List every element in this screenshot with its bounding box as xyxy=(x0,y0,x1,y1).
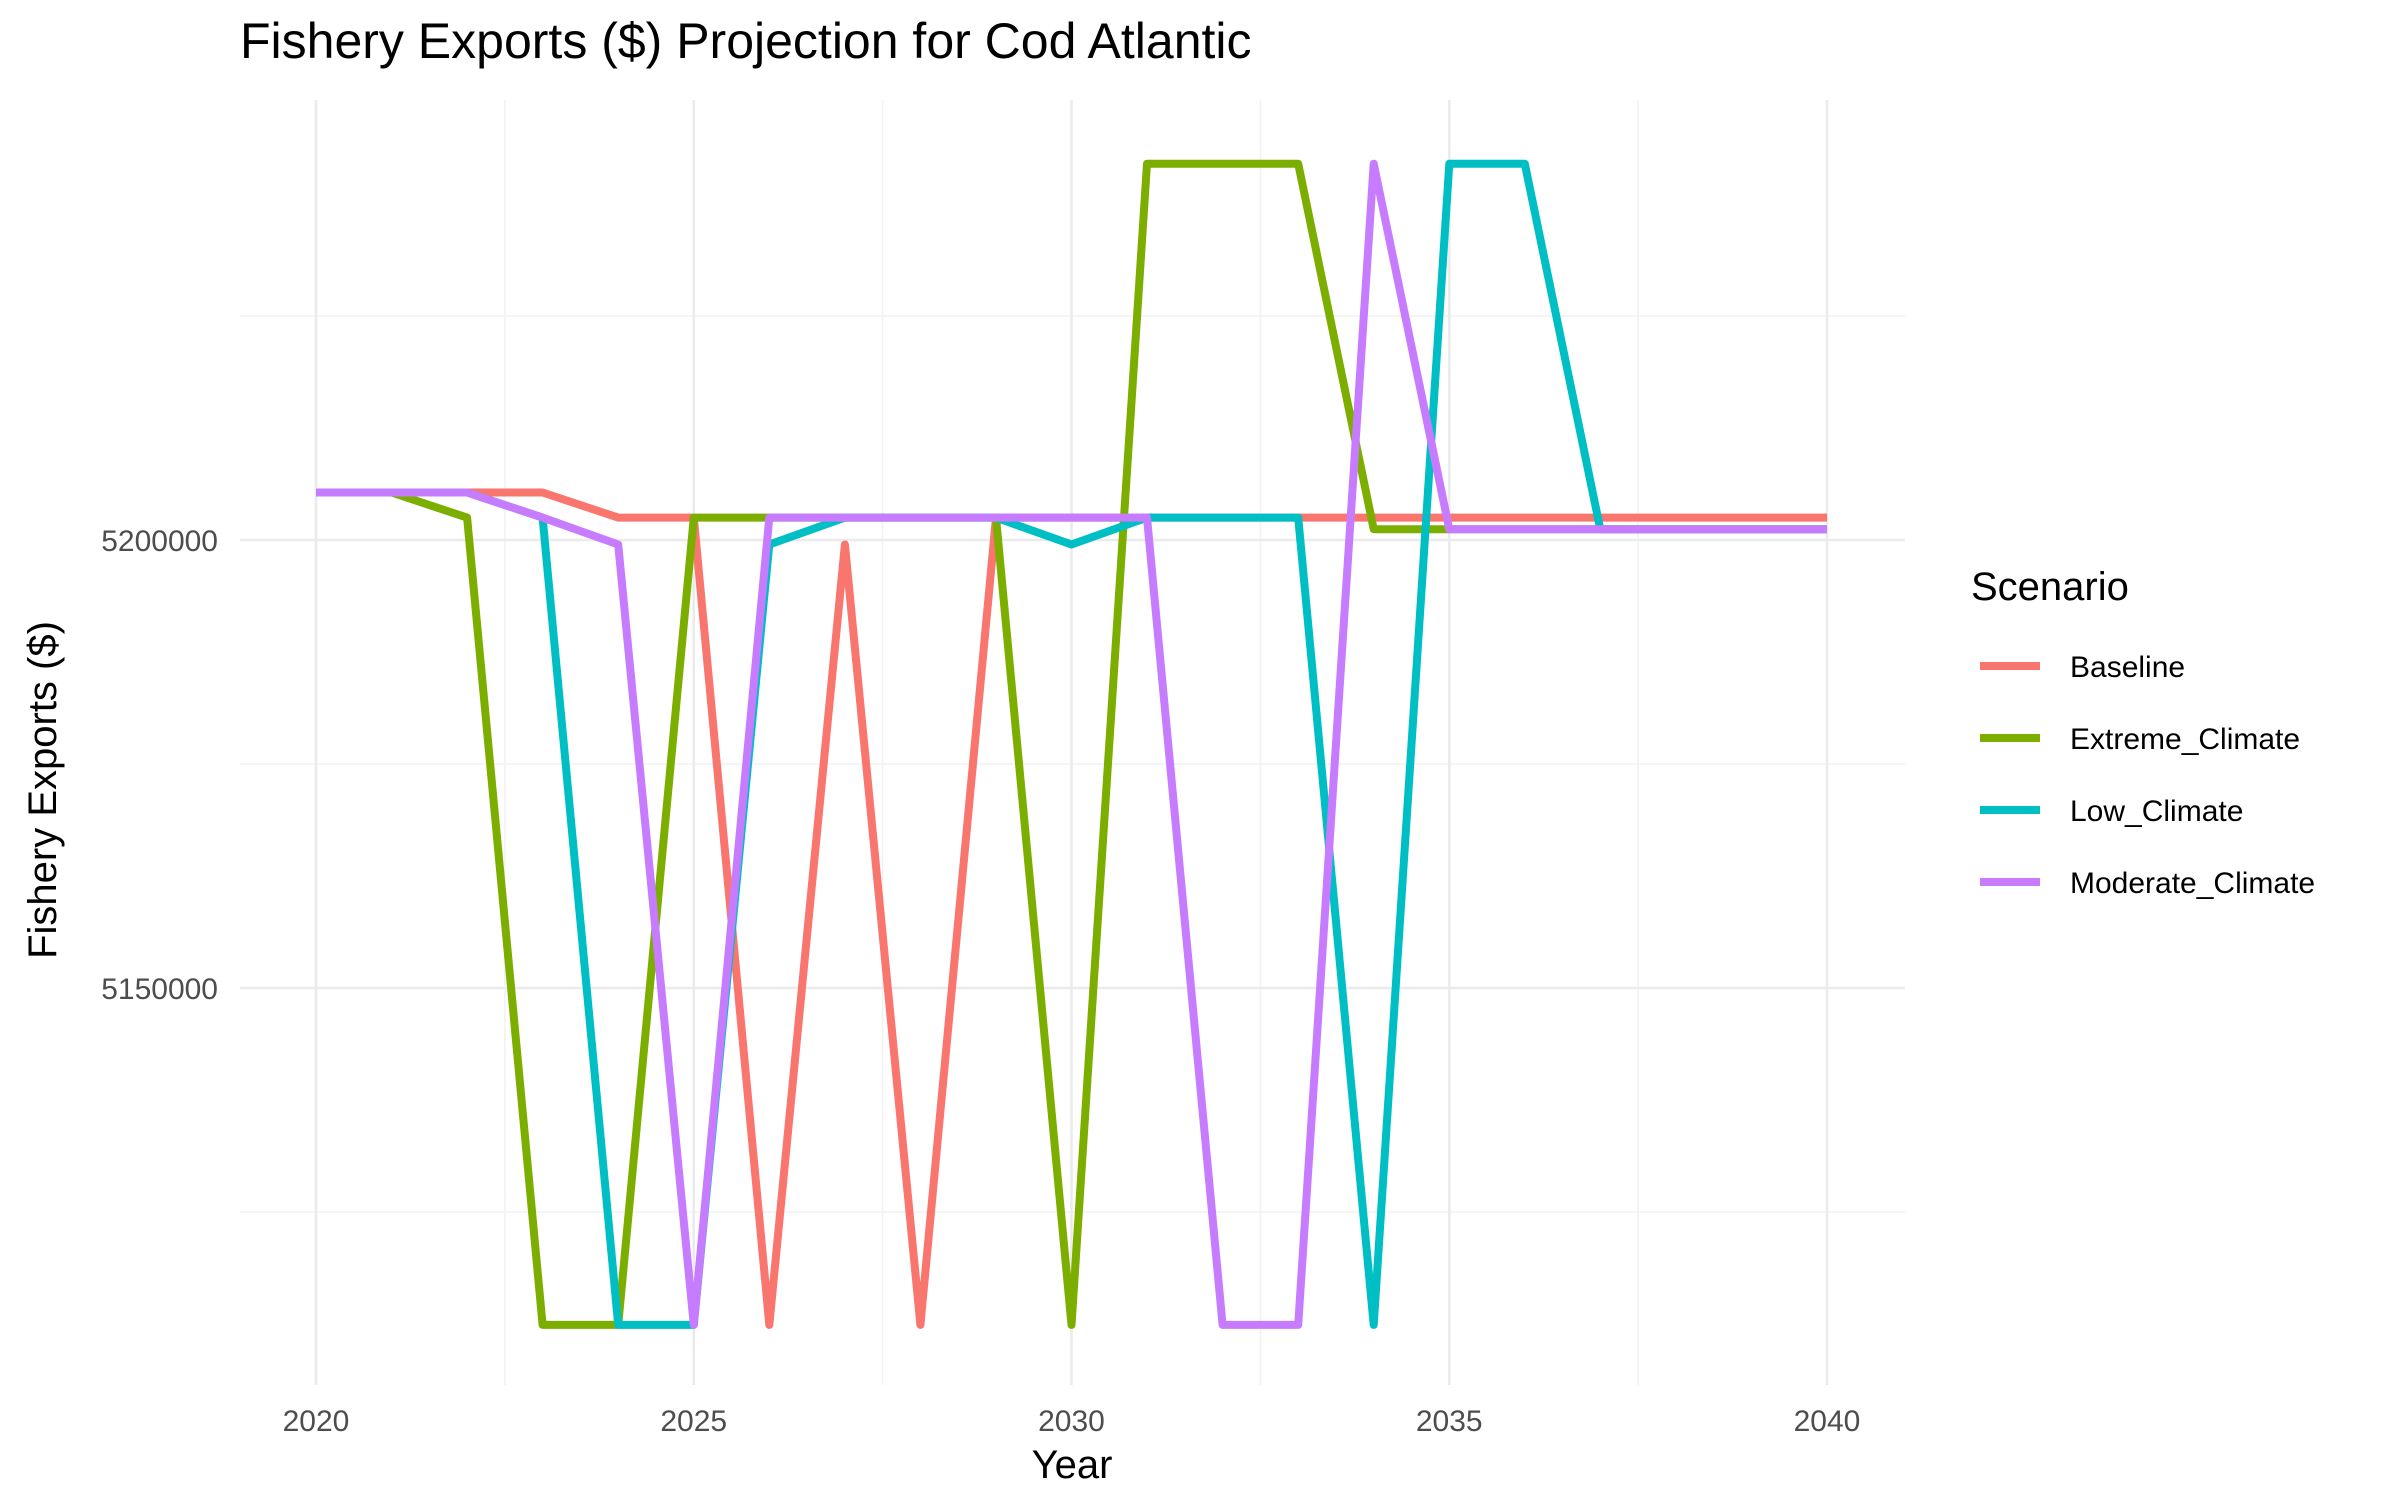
legend-item-moderate-climate: Moderate_Climate xyxy=(1980,867,2315,900)
legend-label-moderate-climate: Moderate_Climate xyxy=(2070,867,2315,900)
series-lines xyxy=(316,159,1827,1329)
x-tick-label: 2025 xyxy=(660,1405,727,1438)
legend-title: Scenario xyxy=(1971,565,2129,609)
legend-item-low-climate: Low_Climate xyxy=(1980,795,2243,828)
legend-label-baseline: Baseline xyxy=(2070,651,2185,684)
legend-label-low-climate: Low_Climate xyxy=(2070,795,2243,828)
legend-items: Baseline Extreme_Climate Low_Climate Modera… xyxy=(1980,651,2315,900)
legend-label-extreme-climate: Extreme_Climate xyxy=(2070,723,2300,756)
x-tick-label: 2030 xyxy=(1038,1405,1105,1438)
y-axis-title: Fishery Exports ($) xyxy=(21,621,65,959)
y-axis-ticks: 5150000 5200000 xyxy=(101,525,218,1006)
y-tick-label: 5200000 xyxy=(101,525,218,558)
x-tick-label: 2035 xyxy=(1416,1405,1483,1438)
chart-title: Fishery Exports ($) Projection for Cod A… xyxy=(240,13,1252,69)
series-line-low-climate xyxy=(316,159,1827,1329)
x-axis-title: Year xyxy=(1032,1443,1113,1487)
legend: Scenario Baseline Extreme_Climate Low_Clim… xyxy=(1971,565,2315,900)
x-tick-label: 2020 xyxy=(283,1405,350,1438)
x-axis-ticks: 2020 2025 2030 2035 2040 xyxy=(283,1405,1861,1438)
y-tick-label: 5150000 xyxy=(101,973,218,1006)
legend-item-baseline: Baseline xyxy=(1980,651,2185,684)
series-line-moderate-climate xyxy=(316,159,1827,1329)
legend-item-extreme-climate: Extreme_Climate xyxy=(1980,723,2300,756)
x-tick-label: 2040 xyxy=(1794,1405,1861,1438)
